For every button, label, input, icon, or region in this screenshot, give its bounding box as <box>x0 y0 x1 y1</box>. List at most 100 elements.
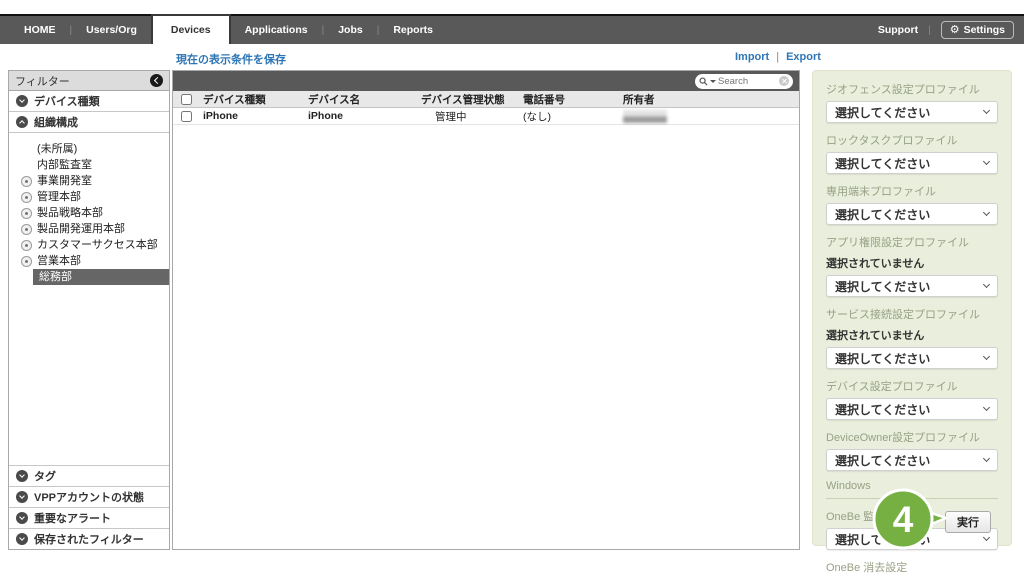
search-clear-icon[interactable] <box>779 76 789 86</box>
gear-icon: ⚙ <box>949 23 960 36</box>
org-item-business-dev[interactable]: 事業開発室 <box>9 173 169 189</box>
filter-section-important-alerts[interactable]: 重要なアラート <box>9 507 169 528</box>
cell-mgmt-status: 管理中 <box>435 110 467 123</box>
section-label: デバイス種類 <box>34 96 100 108</box>
cell-device-type: iPhone <box>203 110 239 122</box>
chevron-down-icon <box>982 352 991 361</box>
top-white-strip <box>0 0 1024 14</box>
support-link[interactable]: Support <box>877 24 919 36</box>
tab-users-org[interactable]: Users/Org <box>86 24 137 36</box>
organization-tree: (未所属) 内部監査室 事業開発室 管理本部 製品戦略本部 製品開発運用本部 カ… <box>9 133 169 291</box>
select-value: 選択してください <box>835 207 931 222</box>
org-item-internal-audit[interactable]: 内部監査室 <box>37 158 92 171</box>
filter-sidebar: フィルター デバイス種類 組織構成 (未所属) 内部監査室 事業開発室 管理本部… <box>8 70 170 550</box>
circle-chevron-down-icon <box>16 470 28 482</box>
org-item-general-affairs[interactable]: 総務部 <box>33 269 169 285</box>
windows-section-label: Windows <box>826 480 871 492</box>
org-item-label: 製品戦略本部 <box>37 206 103 219</box>
windows-section-divider <box>826 498 998 499</box>
nav-separator: | <box>321 24 325 36</box>
nav-tabs: HOME | Users/Org Devices Applications | … <box>10 14 447 44</box>
chevron-down-icon <box>982 533 991 542</box>
org-item-unassigned[interactable]: (未所属) <box>37 142 78 155</box>
circle-chevron-down-icon <box>16 491 28 503</box>
circle-chevron-down-icon <box>16 533 28 545</box>
search-scope-caret-icon[interactable] <box>710 79 716 83</box>
filter-section-tags[interactable]: タグ <box>9 465 169 486</box>
chevron-down-icon <box>982 280 991 289</box>
tree-expand-icon[interactable] <box>21 175 32 187</box>
select-all-checkbox[interactable] <box>181 93 192 105</box>
tab-devices[interactable]: Devices <box>150 14 231 44</box>
tree-expand-icon[interactable] <box>21 223 32 235</box>
import-link[interactable]: Import <box>735 51 770 63</box>
dedicated-device-profile-select[interactable]: 選択してください <box>826 203 998 225</box>
circle-chevron-up-icon <box>16 116 28 128</box>
section-label: VPPアカウントの状態 <box>34 492 145 504</box>
sidebar-collapse-button[interactable] <box>150 74 163 87</box>
row-checkbox[interactable] <box>181 110 192 122</box>
col-owner: 所有者 <box>623 93 655 106</box>
device-list-area: デバイス種類 デバイス名 デバイス管理状態 電話番号 所有者 iPhone iP… <box>172 70 800 550</box>
field-label-device-settings: デバイス設定プロファイル <box>826 381 958 393</box>
section-label: 組織構成 <box>34 117 78 129</box>
filter-section-device-type[interactable]: デバイス種類 <box>9 91 169 112</box>
sidebar-bottom-sections: タグ VPPアカウントの状態 重要なアラート 保存されたフィルター <box>9 465 169 549</box>
field-label-locktask: ロックタスクプロファイル <box>826 135 958 147</box>
sidebar-spacer <box>9 291 169 465</box>
filter-title: フィルター <box>15 75 70 88</box>
top-black-line <box>0 14 1024 16</box>
org-item-product-devops[interactable]: 製品開発運用本部 <box>9 221 169 237</box>
export-link[interactable]: Export <box>786 51 821 63</box>
col-device-type: デバイス種類 <box>203 93 266 106</box>
nav-separator: | <box>376 24 380 36</box>
cell-device-name[interactable]: iPhone <box>308 110 344 122</box>
circle-chevron-down-icon <box>16 95 28 107</box>
section-label: タグ <box>34 471 56 483</box>
circle-chevron-down-icon <box>16 512 28 524</box>
tree-expand-icon[interactable] <box>21 207 32 219</box>
search-input[interactable] <box>718 75 777 87</box>
org-item-label: 事業開発室 <box>37 174 92 187</box>
table-header-row: デバイス種類 デバイス名 デバイス管理状態 電話番号 所有者 <box>173 91 799 108</box>
tree-expand-icon[interactable] <box>21 239 32 251</box>
filter-section-vpp-account[interactable]: VPPアカウントの状態 <box>9 486 169 507</box>
locktask-profile-select[interactable]: 選択してください <box>826 152 998 174</box>
settings-label: Settings <box>963 24 1005 36</box>
tree-expand-icon[interactable] <box>21 255 32 267</box>
profile-assignment-panel: ジオフェンス設定プロファイル 選択してください ロックタスクプロファイル 選択し… <box>812 70 1012 574</box>
app-permission-profile-select[interactable]: 選択してください <box>826 275 998 297</box>
org-item-product-strategy[interactable]: 製品戦略本部 <box>9 205 169 221</box>
nav-separator: | <box>69 24 73 36</box>
tab-jobs[interactable]: Jobs <box>338 24 363 36</box>
tab-home[interactable]: HOME <box>24 24 56 36</box>
save-display-conditions-link[interactable]: 現在の表示条件を保存 <box>176 54 286 66</box>
org-item-label: 製品開発運用本部 <box>37 222 125 235</box>
deviceowner-profile-select[interactable]: 選択してください <box>826 449 998 471</box>
tab-applications[interactable]: Applications <box>244 24 308 36</box>
table-row[interactable]: iPhone iPhone 管理中 (なし) <box>173 108 799 125</box>
tree-expand-icon[interactable] <box>21 191 32 203</box>
geofence-profile-select[interactable]: 選択してください <box>826 101 998 123</box>
org-item-sales-hq[interactable]: 営業本部 <box>9 253 169 269</box>
subheader: 現在の表示条件を保存 Import | Export <box>0 44 1024 70</box>
org-item-customer-success[interactable]: カスタマーサクセス本部 <box>9 237 169 253</box>
filter-section-organization[interactable]: 組織構成 <box>9 112 169 133</box>
col-device-name: デバイス名 <box>308 93 361 106</box>
execute-button[interactable]: 実行 <box>945 511 991 533</box>
search-box[interactable] <box>695 73 793 89</box>
device-settings-profile-select[interactable]: 選択してください <box>826 398 998 420</box>
settings-button[interactable]: ⚙ Settings <box>940 21 1014 39</box>
chevron-down-icon <box>982 208 991 217</box>
tab-reports[interactable]: Reports <box>393 24 434 36</box>
import-export: Import | Export <box>735 51 821 63</box>
section-label: 重要なアラート <box>34 513 111 525</box>
select-value: 選択してください <box>835 532 931 547</box>
filter-section-saved-filters[interactable]: 保存されたフィルター <box>9 528 169 549</box>
org-item-label: 管理本部 <box>37 190 81 203</box>
field-label-service-connection: サービス接続設定プロファイル <box>826 309 980 321</box>
org-item-admin-hq[interactable]: 管理本部 <box>9 189 169 205</box>
nav-right: Support | ⚙ Settings <box>878 21 1014 39</box>
service-connection-profile-select[interactable]: 選択してください <box>826 347 998 369</box>
select-value: 選択してください <box>835 453 931 468</box>
